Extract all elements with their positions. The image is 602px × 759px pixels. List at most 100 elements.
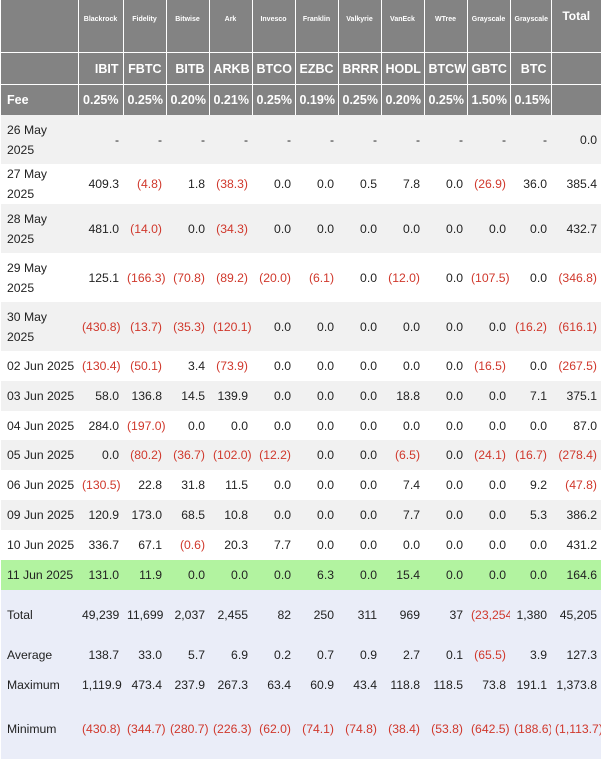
flow-cell: 0.0: [338, 470, 381, 500]
flow-row: 30 May 2025 (430.8) (13.7) (35.3) (120.1) 0.0…: [1, 302, 601, 351]
summary-label: Minimum: [1, 699, 78, 759]
flow-cell: -: [338, 115, 381, 164]
flow-cell: -: [252, 115, 295, 164]
date-cell: 04 Jun 2025: [1, 411, 78, 440]
flow-cell: (197.0): [123, 411, 166, 440]
row-total-cell: 87.0: [551, 411, 601, 440]
ticker-header: [1, 52, 79, 85]
flow-cell: -: [123, 115, 166, 164]
flow-cell: (89.2): [209, 253, 252, 302]
flow-cell: 0.0: [424, 351, 467, 381]
date-cell: 10 Jun 2025: [1, 530, 78, 560]
summary-cell: 33.0: [123, 640, 166, 670]
flow-row: 28 May 2025 481.0 (14.0) 0.0 (34.3) 0.0 0.0 0.0…: [1, 204, 601, 253]
flow-cell: (430.8): [78, 302, 123, 351]
flow-cell: (166.3): [123, 253, 166, 302]
flow-cell: 0.0: [295, 204, 338, 253]
row-total-cell: 375.1: [551, 381, 601, 411]
row-total-cell: 0.0: [551, 115, 601, 164]
flow-cell: 7.7: [252, 530, 295, 560]
ticker-header: HODL: [381, 52, 425, 85]
summary-cell: (74.1): [295, 699, 338, 759]
flow-cell: 0.0: [424, 411, 467, 440]
issuer-header: Bitwise: [166, 0, 210, 53]
flow-cell: 139.9: [209, 381, 252, 411]
fee-cell: 0.21%: [209, 84, 253, 115]
flow-cell: 0.0: [209, 411, 252, 440]
flow-cell: 0.0: [252, 470, 295, 500]
flow-cell: 0.0: [424, 253, 467, 302]
flow-cell: 0.0: [467, 530, 510, 560]
row-total-cell: (346.8): [551, 253, 601, 302]
summary-label: Total: [1, 590, 78, 640]
flow-cell: 0.0: [252, 560, 295, 590]
flow-cell: 0.0: [510, 560, 551, 590]
summary-label: Maximum: [1, 670, 78, 699]
flow-cell: 0.0: [424, 164, 467, 204]
flow-cell: (120.1): [209, 302, 252, 351]
summary-cell: 191.1: [510, 670, 551, 699]
fee-cell: 0.25%: [252, 84, 296, 115]
ticker-header: GBTC: [467, 52, 511, 85]
flow-cell: (4.8): [123, 164, 166, 204]
flow-cell: 0.0: [338, 411, 381, 440]
fee-cell: 0.19%: [295, 84, 339, 115]
flow-cell: 409.3: [78, 164, 123, 204]
row-total-cell: 432.7: [551, 204, 601, 253]
flow-cell: 0.0: [295, 500, 338, 530]
ticker-header: ARKB: [209, 52, 253, 85]
flow-cell: 481.0: [78, 204, 123, 253]
fee-cell: [551, 84, 601, 115]
flow-cell: (107.5): [467, 253, 510, 302]
flow-cell: (20.0): [252, 253, 295, 302]
summary-cell: 127.3: [551, 640, 601, 670]
flow-row: 03 Jun 2025 58.0 136.8 14.5 139.9 0.0 0.0 0.0 18…: [1, 381, 601, 411]
flow-row: 04 Jun 2025 284.0 (197.0) 0.0 0.0 0.0 0.0 0.0 0.…: [1, 411, 601, 440]
flow-cell: 0.0: [295, 470, 338, 500]
flow-cell: (16.7): [510, 440, 551, 470]
flow-cell: 0.0: [467, 470, 510, 500]
flow-cell: 0.0: [295, 411, 338, 440]
fee-cell: 0.25%: [123, 84, 167, 115]
flow-cell: 0.0: [295, 302, 338, 351]
issuer-header: Fidelity: [123, 0, 167, 53]
summary-cell: 138.7: [78, 640, 123, 670]
flow-cell: 0.0: [252, 381, 295, 411]
flow-cell: 7.8: [381, 164, 424, 204]
flow-cell: 0.0: [166, 204, 209, 253]
row-total-cell: 386.2: [551, 500, 601, 530]
flow-cell: 1.8: [166, 164, 209, 204]
issuer-header: WTree: [424, 0, 468, 53]
flow-cell: 11.5: [209, 470, 252, 500]
ticker-header: EZBC: [295, 52, 339, 85]
fee-label: Fee: [1, 84, 79, 115]
flow-cell: 0.0: [338, 530, 381, 560]
summary-cell: (642.5): [467, 699, 510, 759]
flow-cell: 0.0: [467, 500, 510, 530]
issuer-header-row: Blackrock Fidelity Bitwise Ark Invesco Frankl…: [1, 0, 601, 53]
summary-cell: 1,373.8: [551, 670, 601, 699]
date-cell: 11 Jun 2025: [1, 560, 78, 590]
flow-row: 29 May 2025 125.1 (166.3) (70.8) (89.2) (20.0…: [1, 253, 601, 302]
date-cell: 27 May 2025: [1, 164, 78, 204]
flow-cell: 0.0: [338, 560, 381, 590]
summary-cell: (280.7): [166, 699, 209, 759]
flow-cell: -: [424, 115, 467, 164]
flow-cell: (70.8): [166, 253, 209, 302]
row-total-cell: (278.4): [551, 440, 601, 470]
flow-cell: 0.0: [338, 500, 381, 530]
flow-cell: 0.0: [338, 253, 381, 302]
flow-cell: 120.9: [78, 500, 123, 530]
flow-cell: (16.2): [510, 302, 551, 351]
date-cell: 02 Jun 2025: [1, 351, 78, 381]
summary-cell: 3.9: [510, 640, 551, 670]
summary-cell: 0.7: [295, 640, 338, 670]
fee-cell: 0.25%: [424, 84, 468, 115]
flow-cell: 0.0: [467, 560, 510, 590]
ticker-header: BTC: [510, 52, 552, 85]
summary-cell: 49,239: [78, 590, 123, 640]
summary-cell: 1,380: [510, 590, 551, 640]
flow-cell: 131.0: [78, 560, 123, 590]
flow-cell: (38.3): [209, 164, 252, 204]
